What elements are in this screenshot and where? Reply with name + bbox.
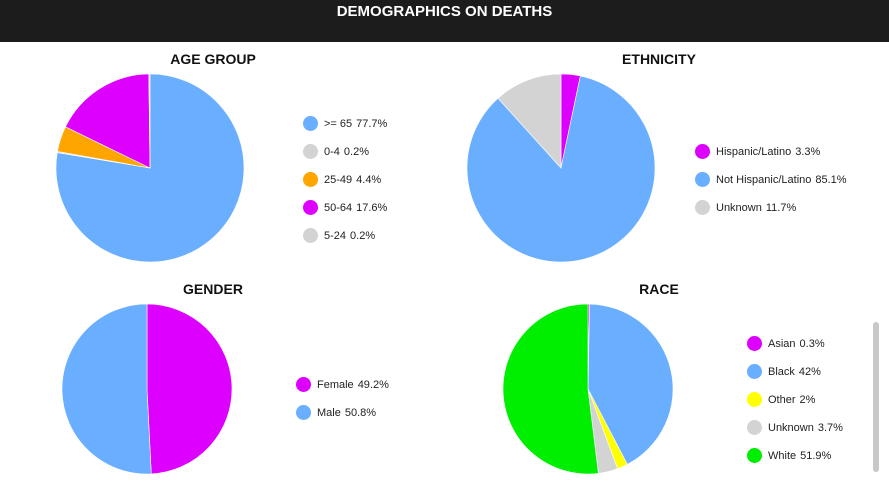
legend-label: Other [768, 393, 796, 406]
legend-item[interactable]: Hispanic/Latino 3.3% [695, 144, 820, 159]
page-header: DEMOGRAPHICS ON DEATHS [0, 0, 889, 42]
legend-swatch [747, 336, 762, 351]
legend-item[interactable]: Unknown 3.7% [747, 420, 843, 435]
pie-slice[interactable] [61, 303, 152, 475]
legend-label: White [768, 449, 797, 462]
legend-value: 0.2% [350, 229, 376, 242]
legend-item[interactable]: Not Hispanic/Latino 85.1% [695, 172, 847, 187]
legend-swatch [747, 392, 762, 407]
pie-slice[interactable] [65, 73, 151, 169]
legend-label: 25-49 [324, 173, 353, 186]
legend-swatch [303, 228, 318, 243]
legend-value: 17.6% [356, 201, 388, 214]
legend-value: 3.7% [817, 421, 843, 434]
legend-swatch [747, 448, 762, 463]
legend-swatch [296, 405, 311, 420]
legend-label: Hispanic/Latino [716, 145, 792, 158]
legend-item[interactable]: 25-49 4.4% [303, 172, 381, 187]
legend-label: 0-4 [324, 145, 340, 158]
legend-swatch [296, 377, 311, 392]
page-title: DEMOGRAPHICS ON DEATHS [336, 3, 553, 20]
legend-swatch [747, 364, 762, 379]
legend-item[interactable]: Black 42% [747, 364, 821, 379]
legend-value: 51.9% [800, 449, 832, 462]
pie-slice[interactable] [148, 73, 151, 169]
chart-title: AGE GROUP [170, 51, 256, 67]
legend-item[interactable]: >= 65 77.7% [303, 116, 387, 131]
legend-item[interactable]: Unknown 11.7% [695, 200, 796, 215]
pie-chart [502, 303, 674, 475]
pie-slice[interactable] [497, 73, 562, 169]
legend-item[interactable]: Male 50.8% [296, 405, 376, 420]
legend-value: 11.7% [765, 201, 797, 214]
legend-item[interactable]: Female 49.2% [296, 377, 389, 392]
pie-chart [55, 73, 245, 263]
legend-label: Male [317, 406, 341, 419]
legend-swatch [303, 200, 318, 215]
legend-label: 5-24 [324, 229, 347, 242]
legend-value: 85.1% [815, 173, 847, 186]
legend-item[interactable]: 0-4 0.2% [303, 144, 369, 159]
pie-slice[interactable] [466, 75, 656, 263]
legend-swatch [695, 172, 710, 187]
legend-value: 0.2% [343, 145, 369, 158]
chart-title: RACE [639, 281, 679, 297]
legend-value: 50.8% [344, 406, 377, 419]
legend-label: Female [317, 378, 354, 391]
legend-value: 4.4% [356, 173, 382, 186]
legend-label: 50-64 [324, 201, 353, 214]
legend-swatch [695, 144, 710, 159]
pie-slice[interactable] [502, 303, 599, 475]
pie-slice[interactable] [55, 73, 245, 263]
legend-item[interactable]: Other 2% [747, 392, 815, 407]
legend-value: 42% [798, 365, 821, 378]
scrollbar[interactable] [873, 322, 879, 472]
legend-swatch [695, 200, 710, 215]
legend-swatch [303, 144, 318, 159]
legend-value: 49.2% [357, 378, 389, 391]
chart-title: ETHNICITY [622, 51, 696, 67]
legend-value: 3.3% [795, 145, 821, 158]
legend-label: Not Hispanic/Latino [716, 173, 812, 186]
pie-slice[interactable] [146, 303, 233, 475]
legend-label: Black [768, 365, 795, 378]
legend-value: 77.7% [356, 117, 388, 130]
legend-swatch [303, 116, 318, 131]
legend-label: Unknown [768, 421, 814, 434]
legend-label: >= 65 [324, 117, 353, 130]
legend-item[interactable]: Asian 0.3% [747, 336, 825, 351]
chart-title: GENDER [183, 281, 243, 297]
pie-chart [466, 73, 656, 263]
legend-label: Unknown [716, 201, 762, 214]
legend-item[interactable]: 50-64 17.6% [303, 200, 387, 215]
legend-value: 2% [799, 393, 816, 406]
legend-swatch [747, 420, 762, 435]
legend-item[interactable]: White 51.9% [747, 448, 831, 463]
legend-value: 0.3% [799, 337, 825, 350]
pie-chart [61, 303, 233, 475]
pie-slice[interactable] [587, 303, 674, 465]
legend-item[interactable]: 5-24 0.2% [303, 228, 375, 243]
legend-label: Asian [768, 337, 796, 350]
legend-swatch [303, 172, 318, 187]
